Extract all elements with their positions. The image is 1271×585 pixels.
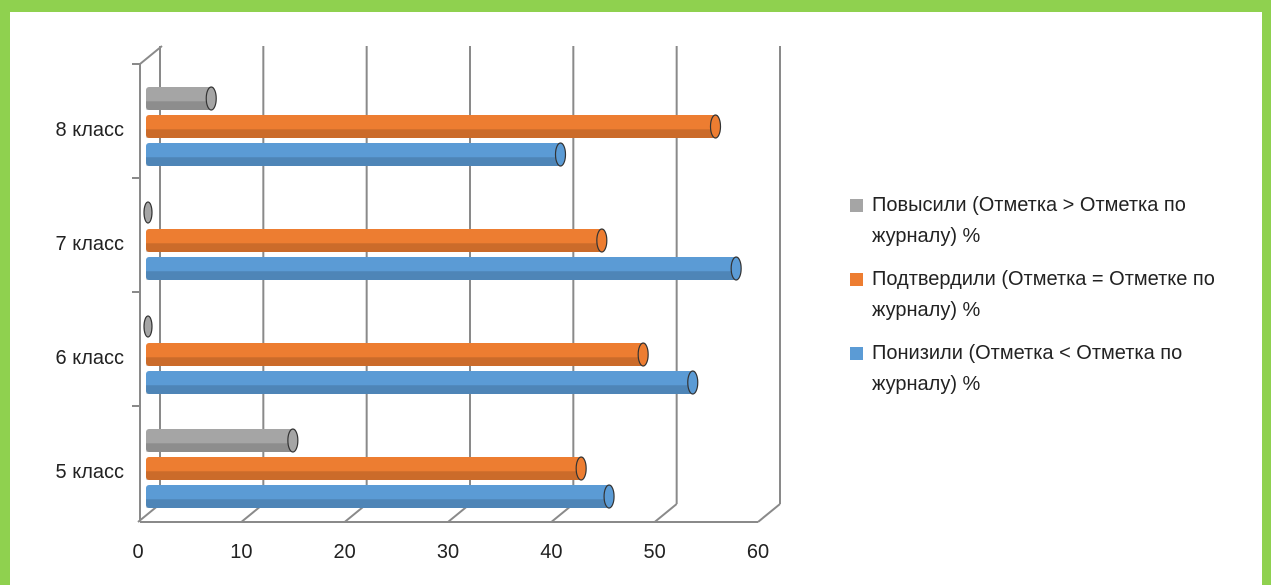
bar-end-cap [205, 86, 217, 111]
x-tick-label: 50 [644, 541, 666, 563]
category-label: 8 класс [56, 119, 124, 141]
chart-frame: 0 10 20 30 40 50 60 5 класс 6 класс 7 класс 8 клас… [10, 12, 1262, 585]
floor-line [654, 503, 678, 523]
legend-label-increased: Повысили (Отметка > Отметка по журналу) … [872, 194, 1186, 247]
x-tick-label: 10 [230, 541, 252, 563]
bar [146, 87, 212, 110]
bar-end-cap [637, 342, 649, 367]
labels-layer: 0 10 20 30 40 50 60 5 класс 6 класс 7 класс 8 клас… [56, 119, 770, 563]
bar-chart: 0 10 20 30 40 50 60 5 класс 6 класс 7 класс 8 клас… [56, 45, 781, 563]
bar-shade [146, 357, 644, 366]
bar-shade [146, 243, 602, 252]
bar [146, 371, 693, 394]
bar-shade [146, 101, 212, 110]
legend-label-decreased: Понизили (Отметка < Отметка по журналу) … [872, 342, 1183, 395]
x-tick-label: 30 [437, 541, 459, 563]
legend: Повысили (Отметка > Отметка по журналу) … [838, 190, 1253, 412]
bar-shade [146, 271, 737, 280]
x-tick-label: 0 [132, 541, 143, 563]
legend-item-increased: Повысили (Отметка > Отметка по журналу) … [838, 190, 1253, 252]
bar [146, 343, 644, 366]
category-label: 6 класс [56, 347, 124, 369]
bar [146, 485, 610, 508]
bar-shade [146, 443, 293, 452]
bar [146, 229, 602, 252]
legend-swatch-increased [850, 199, 863, 212]
bar-shade [146, 129, 716, 138]
bar [146, 457, 582, 480]
bar-zero-cap [143, 315, 153, 338]
bar-end-cap [709, 114, 722, 139]
bar [146, 429, 293, 452]
bar-shade [146, 471, 582, 480]
bar-end-cap [603, 484, 615, 509]
bar-shade [146, 157, 561, 166]
category-label: 5 класс [56, 461, 124, 483]
bar-end-cap [730, 256, 742, 281]
legend-label-confirmed: Подтвердили (Отметка = Отметке по журнал… [872, 268, 1215, 321]
legend-swatch-decreased [850, 347, 863, 360]
category-label: 7 класс [56, 233, 124, 255]
bar-end-cap [287, 428, 299, 453]
bar-shade [146, 499, 610, 508]
bar-end-cap [554, 142, 567, 167]
bar [146, 115, 716, 138]
x-tick-label: 60 [747, 541, 769, 563]
legend-item-confirmed: Подтвердили (Отметка = Отметке по журнал… [838, 264, 1253, 326]
legend-swatch-confirmed [850, 273, 863, 286]
bar-shade [146, 385, 693, 394]
bar-end-cap [687, 370, 699, 395]
bars-layer [143, 86, 742, 509]
legend-item-decreased: Понизили (Отметка < Отметка по журналу) … [838, 338, 1253, 400]
bar-end-cap [596, 228, 608, 253]
x-tick-label: 20 [334, 541, 356, 563]
axis-top-line [139, 45, 163, 65]
x-tick-label: 40 [540, 541, 562, 563]
floor-line [757, 503, 781, 523]
bar [146, 143, 561, 166]
bar [146, 257, 737, 280]
bar-end-cap [575, 456, 587, 481]
bar-zero-cap [143, 201, 153, 224]
